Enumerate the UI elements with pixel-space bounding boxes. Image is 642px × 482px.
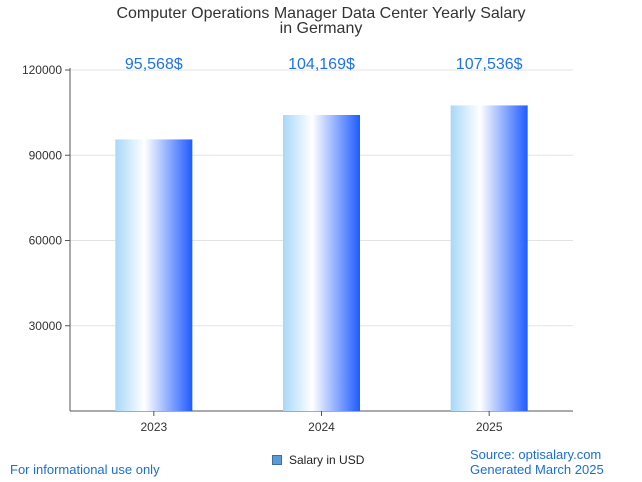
data-label-2023: 95,568$ — [125, 56, 183, 73]
legend-swatch — [272, 455, 282, 465]
x-tick-label: 2024 — [308, 420, 335, 434]
bar-2024 — [283, 114, 360, 412]
x-tick-label: 2023 — [140, 420, 167, 434]
x-tick-label: 2025 — [476, 420, 503, 434]
data-label-2024: 104,169$ — [288, 56, 355, 73]
footer-source-block: Source: optisalary.com Generated March 2… — [470, 447, 604, 477]
bar-2025 — [450, 105, 528, 412]
chart-title-line-2: in Germany — [280, 20, 363, 37]
chart-title-line-1: Computer Operations Manager Data Center … — [116, 5, 525, 22]
footer-source: Source: optisalary.com — [470, 447, 602, 462]
y-tick-label: 30000 — [29, 319, 63, 333]
data-label-2025: 107,536$ — [456, 56, 523, 73]
legend-label: Salary in USD — [289, 453, 365, 467]
y-tick-label: 90000 — [29, 148, 63, 162]
y-tick-label: 60000 — [29, 234, 63, 248]
legend: Salary in USD — [272, 453, 364, 467]
bar-2023 — [115, 139, 193, 411]
footer-disclaimer: For informational use only — [10, 462, 160, 477]
y-tick-label: 120000 — [22, 63, 62, 77]
footer-generated: Generated March 2025 — [470, 462, 604, 477]
